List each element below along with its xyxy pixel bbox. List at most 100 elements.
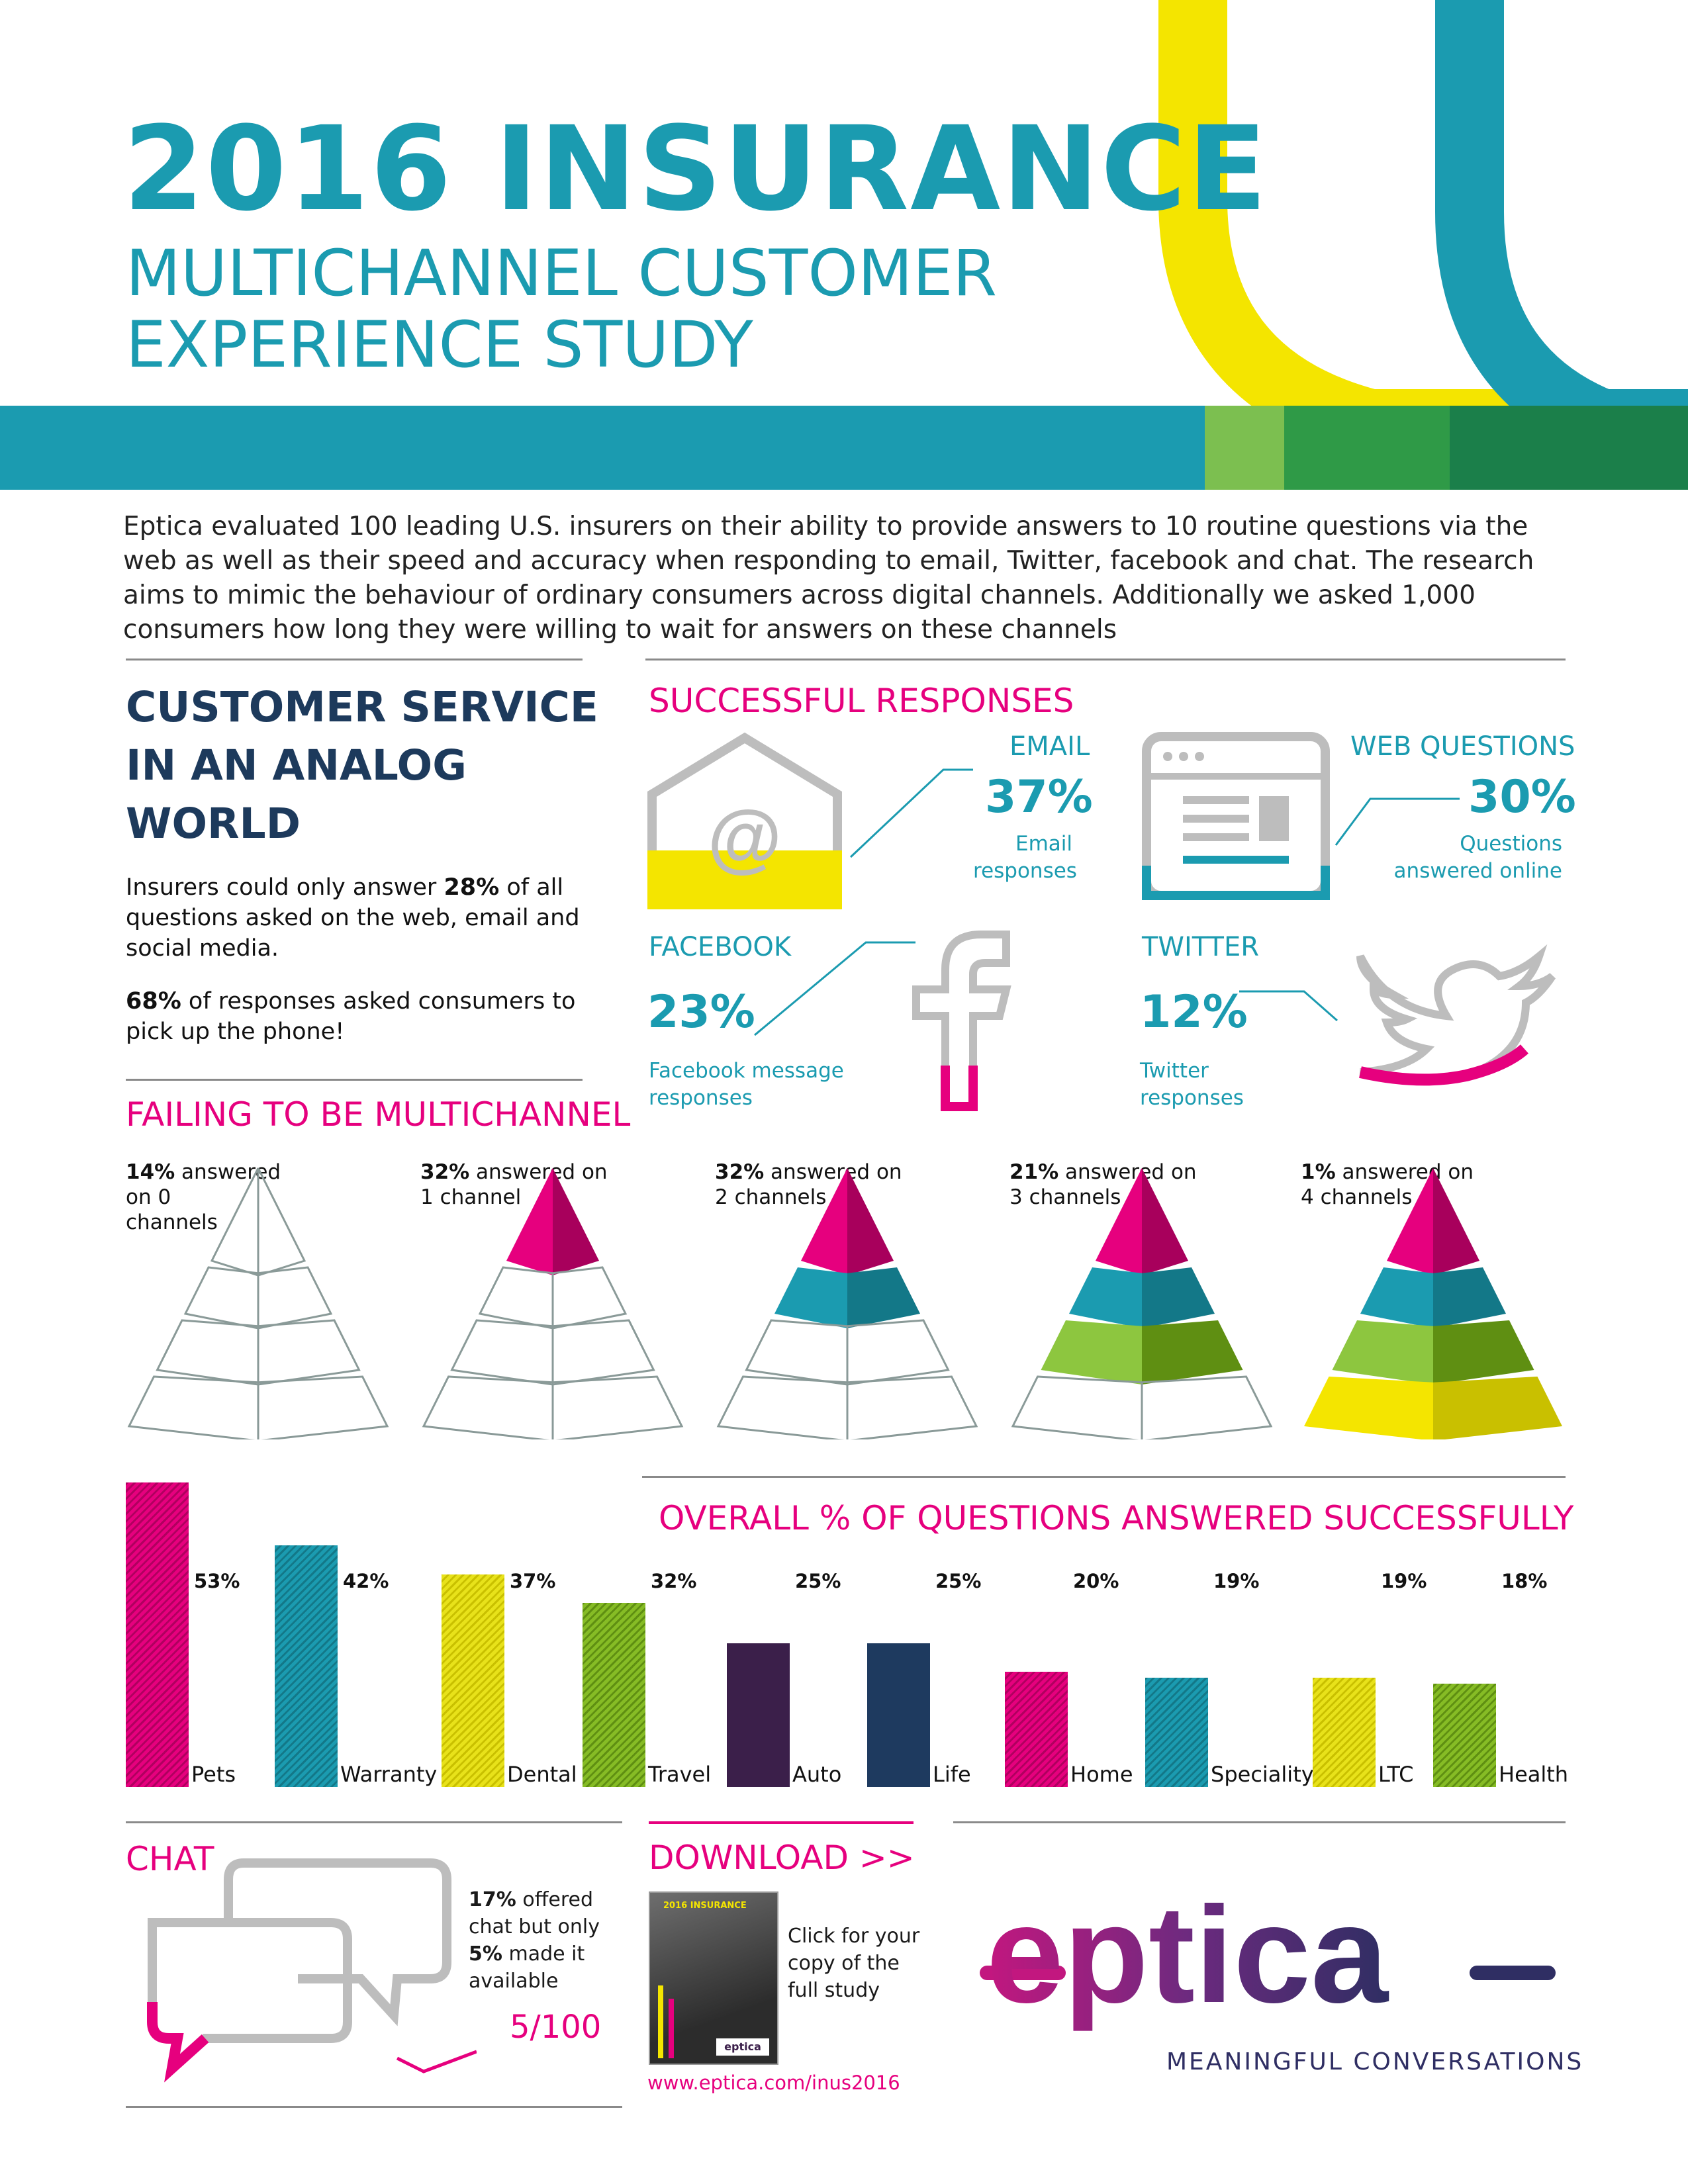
pyramid-percent: 21%: [1009, 1160, 1059, 1184]
pyramid-text: 1 channel: [420, 1185, 522, 1209]
download-url[interactable]: www.eptica.com/inus2016: [647, 2071, 900, 2094]
analog-heading: CUSTOMER SERVICE IN AN ANALOG WORLD: [126, 678, 602, 853]
pyramid-4: [1304, 1168, 1562, 1439]
analog-heading-line: CUSTOMER SERVICE: [126, 683, 598, 731]
bar-category-label: Health: [1499, 1762, 1569, 1787]
pyramid-layer-filled: [1433, 1320, 1534, 1385]
chat-score: 5/100: [510, 2009, 602, 2046]
download-cta: Click for your copy of the full study: [788, 1925, 920, 2002]
pyramid-percent: 1%: [1301, 1160, 1336, 1184]
facebook-label: FACEBOOK: [649, 932, 792, 962]
chat-bubbles-icon: [147, 1858, 477, 2083]
svg-text:@: @: [708, 796, 782, 880]
facebook-percent: 23%: [647, 986, 755, 1038]
pyramid-layer-filled: [553, 1168, 599, 1275]
divider: [126, 659, 583, 660]
pyramid-layer-filled: [1069, 1267, 1142, 1328]
pyramid-layer-filled: [774, 1267, 847, 1328]
download-link[interactable]: DOWNLOAD >>: [649, 1839, 915, 1877]
pyramid-1: [422, 1168, 684, 1439]
bar-warranty: [275, 1545, 338, 1787]
page-subtitle: MULTICHANNEL CUSTOMER EXPERIENCE STUDY: [126, 238, 997, 381]
bar-health: [1433, 1683, 1496, 1787]
bar-pets: [126, 1482, 189, 1787]
bar-value-label: 25%: [795, 1570, 841, 1592]
twitter-desc: Twitter responses: [1140, 1059, 1244, 1110]
pyramid-caption: 21% answered on 3 channels: [1009, 1160, 1197, 1210]
multichannel-heading: FAILING TO BE MULTICHANNEL: [126, 1095, 631, 1134]
bar-life: [867, 1643, 930, 1787]
pyramid-layer-filled: [1360, 1267, 1433, 1328]
pyramid-layer-filled: [847, 1267, 920, 1328]
chat-heading: CHAT: [126, 1840, 214, 1878]
report-cover-thumbnail[interactable]: 2016 INSURANCE eptica: [649, 1891, 778, 2065]
pyramid-percent: 14%: [126, 1160, 175, 1184]
intro-paragraph: Eptica evaluated 100 leading U.S. insure…: [123, 512, 1534, 645]
divider: [126, 1821, 622, 1823]
pyramid-caption: 32% answered on 2 channels: [715, 1160, 902, 1210]
facebook-icon: [912, 931, 1011, 1111]
pyramid-caption: 1% answered on 4 channels: [1301, 1160, 1474, 1210]
divider: [126, 2106, 622, 2108]
brand-tagline: MEANINGFUL CONVERSATIONS: [1166, 2048, 1584, 2075]
email-label: EMAIL: [1009, 731, 1090, 762]
web-connector: [1335, 797, 1460, 846]
pyramid-layer-filled: [801, 1168, 847, 1275]
email-percent: 37%: [985, 771, 1093, 823]
facebook-desc: Facebook message responses: [649, 1059, 844, 1110]
pyramid-text: answered on: [469, 1160, 608, 1184]
bar-value-label: 20%: [1073, 1570, 1119, 1592]
pyramid-text: on 0: [126, 1185, 171, 1209]
pyramid-text: 3 channels: [1009, 1185, 1121, 1209]
eptica-logo: eptica: [980, 1903, 1556, 2032]
bar-home: [1005, 1672, 1068, 1787]
email-desc: Email responses: [973, 832, 1077, 883]
pyramid-layer-filled: [847, 1168, 894, 1275]
pyramid-layer-filled: [1332, 1320, 1433, 1385]
bar-category-label: Life: [933, 1762, 971, 1787]
pyramid-text: 2 channels: [715, 1185, 827, 1209]
subtitle-line: EXPERIENCE STUDY: [126, 307, 753, 382]
successful-heading: SUCCESSFUL RESPONSES: [649, 682, 1074, 720]
bar-ltc: [1313, 1678, 1376, 1787]
twitter-percent: 12%: [1140, 986, 1248, 1038]
pyramid-layer-filled: [1096, 1168, 1142, 1275]
chat-text: 17% offered chat but only 5% made it ava…: [469, 1888, 600, 1993]
pyramid-percent: 32%: [715, 1160, 765, 1184]
subtitle-line: MULTICHANNEL CUSTOMER: [126, 236, 998, 310]
pyramid-layer-filled: [1433, 1168, 1479, 1275]
bar-dental: [442, 1574, 504, 1787]
twitter-bird-icon: [1356, 944, 1556, 1086]
bar-category-label: Home: [1070, 1762, 1133, 1787]
bar-category-label: Dental: [507, 1762, 577, 1787]
pyramid-0: [127, 1167, 389, 1439]
web-browser-icon: [1142, 732, 1330, 900]
chart-title: OVERALL % OF QUESTIONS ANSWERED SUCCESSF…: [659, 1499, 1574, 1537]
analog-paragraph-1: Insurers could only answer 28% of all qu…: [126, 874, 580, 962]
bar-category-label: Speciality: [1211, 1762, 1314, 1787]
bar-category-label: Auto: [792, 1762, 842, 1787]
pyramid-percent: 32%: [420, 1160, 470, 1184]
bar-value-label: 37%: [510, 1570, 556, 1592]
web-label: WEB QUESTIONS: [1350, 731, 1575, 762]
bar-value-label: 25%: [935, 1570, 982, 1592]
divider: [953, 1821, 1566, 1823]
pyramid-layer-filled: [1142, 1168, 1188, 1275]
pyramid-2: [716, 1168, 978, 1439]
bar-value-label: 18%: [1501, 1570, 1548, 1592]
facebook-connector: [754, 941, 915, 1036]
pyramid-text: answered on: [1335, 1160, 1474, 1184]
divider: [645, 659, 1566, 660]
pyramid-layer-filled: [1433, 1267, 1506, 1328]
bar-category-label: Warranty: [340, 1762, 438, 1787]
bar-value-label: 32%: [651, 1570, 697, 1592]
bar-value-label: 53%: [194, 1570, 240, 1592]
cover-title: 2016 INSURANCE: [663, 1901, 747, 1911]
divider: [642, 1476, 1566, 1478]
bar-auto: [727, 1643, 790, 1787]
cover-logo: eptica: [716, 2038, 769, 2056]
bar-category-label: Travel: [648, 1762, 712, 1787]
bar-category-label: Pets: [191, 1762, 236, 1787]
web-percent: 30%: [1468, 771, 1576, 823]
pyramid-text: 4 channels: [1301, 1185, 1413, 1209]
